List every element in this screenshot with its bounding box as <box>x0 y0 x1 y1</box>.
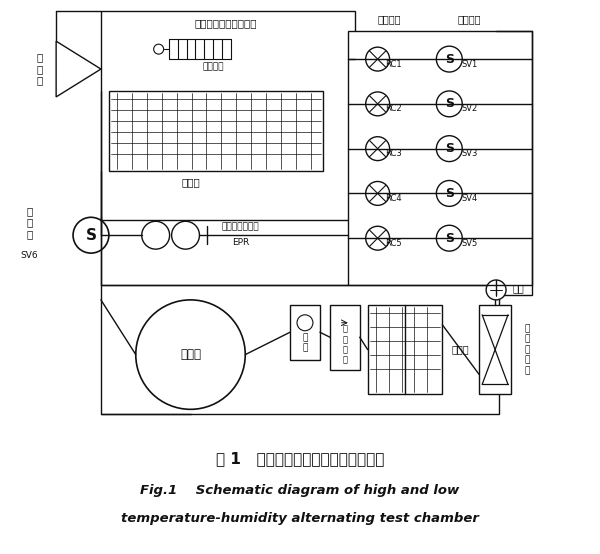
Text: RC2: RC2 <box>385 104 402 114</box>
Circle shape <box>297 315 313 331</box>
Text: 电
磁
阀: 电 磁 阀 <box>26 206 32 239</box>
Text: 膨胀阀组: 膨胀阀组 <box>378 14 401 24</box>
Circle shape <box>365 182 389 206</box>
Text: 图 1   高低温交变湿热试验箱实验装置: 图 1 高低温交变湿热试验箱实验装置 <box>216 452 384 466</box>
Text: S: S <box>445 142 454 155</box>
Bar <box>479 305 511 394</box>
Text: S: S <box>445 232 454 245</box>
Text: S: S <box>445 53 454 65</box>
Bar <box>109 91 323 171</box>
Text: SV4: SV4 <box>461 194 478 203</box>
Text: 油
分: 油 分 <box>302 333 308 352</box>
Circle shape <box>436 136 462 162</box>
Circle shape <box>436 46 462 72</box>
Circle shape <box>172 221 199 249</box>
Text: RC5: RC5 <box>385 239 402 248</box>
Circle shape <box>365 92 389 116</box>
Bar <box>368 305 442 394</box>
Text: 干
燥
过
滤
器: 干 燥 过 滤 器 <box>524 324 530 375</box>
Bar <box>290 305 320 360</box>
Text: 冷凝器: 冷凝器 <box>451 345 469 355</box>
Text: 蒸发器: 蒸发器 <box>181 177 200 187</box>
Bar <box>348 31 532 295</box>
Circle shape <box>154 44 164 54</box>
Circle shape <box>365 226 389 250</box>
Text: temperature-humidity alternating test chamber: temperature-humidity alternating test ch… <box>121 512 479 525</box>
Text: SV6: SV6 <box>20 250 38 260</box>
Text: RC4: RC4 <box>385 194 402 203</box>
Circle shape <box>436 91 462 117</box>
Text: 高低温交变湿热试验箱: 高低温交变湿热试验箱 <box>194 18 257 28</box>
Text: S: S <box>445 187 454 200</box>
Text: SV3: SV3 <box>461 149 478 158</box>
Text: 视镜: 视镜 <box>512 283 524 293</box>
Text: SV5: SV5 <box>461 239 478 248</box>
Text: 电磁阀组: 电磁阀组 <box>457 14 481 24</box>
Bar <box>330 305 360 370</box>
Circle shape <box>486 280 506 300</box>
Text: S: S <box>85 228 97 243</box>
Bar <box>101 11 355 220</box>
Circle shape <box>142 221 170 249</box>
Text: S: S <box>445 98 454 110</box>
Circle shape <box>365 137 389 161</box>
Text: SV2: SV2 <box>461 104 478 114</box>
Text: RC3: RC3 <box>385 149 402 158</box>
Text: 压缩机: 压缩机 <box>180 348 201 361</box>
Bar <box>101 285 499 414</box>
Circle shape <box>436 225 462 251</box>
Circle shape <box>436 181 462 206</box>
Text: 蒸发压力调节阀: 蒸发压力调节阀 <box>221 223 259 232</box>
Circle shape <box>136 300 245 409</box>
Text: 循
环
风
扇: 循 环 风 扇 <box>342 325 347 365</box>
Text: RC1: RC1 <box>385 60 402 69</box>
Text: SV1: SV1 <box>461 60 478 69</box>
Text: 电
加
热: 电 加 热 <box>36 53 43 86</box>
Text: 循环风扇: 循环风扇 <box>203 63 224 71</box>
Polygon shape <box>56 41 101 97</box>
Text: Fig.1    Schematic diagram of high and low: Fig.1 Schematic diagram of high and low <box>140 484 460 497</box>
Circle shape <box>365 47 389 71</box>
Text: EPR: EPR <box>232 238 249 247</box>
Circle shape <box>73 217 109 253</box>
